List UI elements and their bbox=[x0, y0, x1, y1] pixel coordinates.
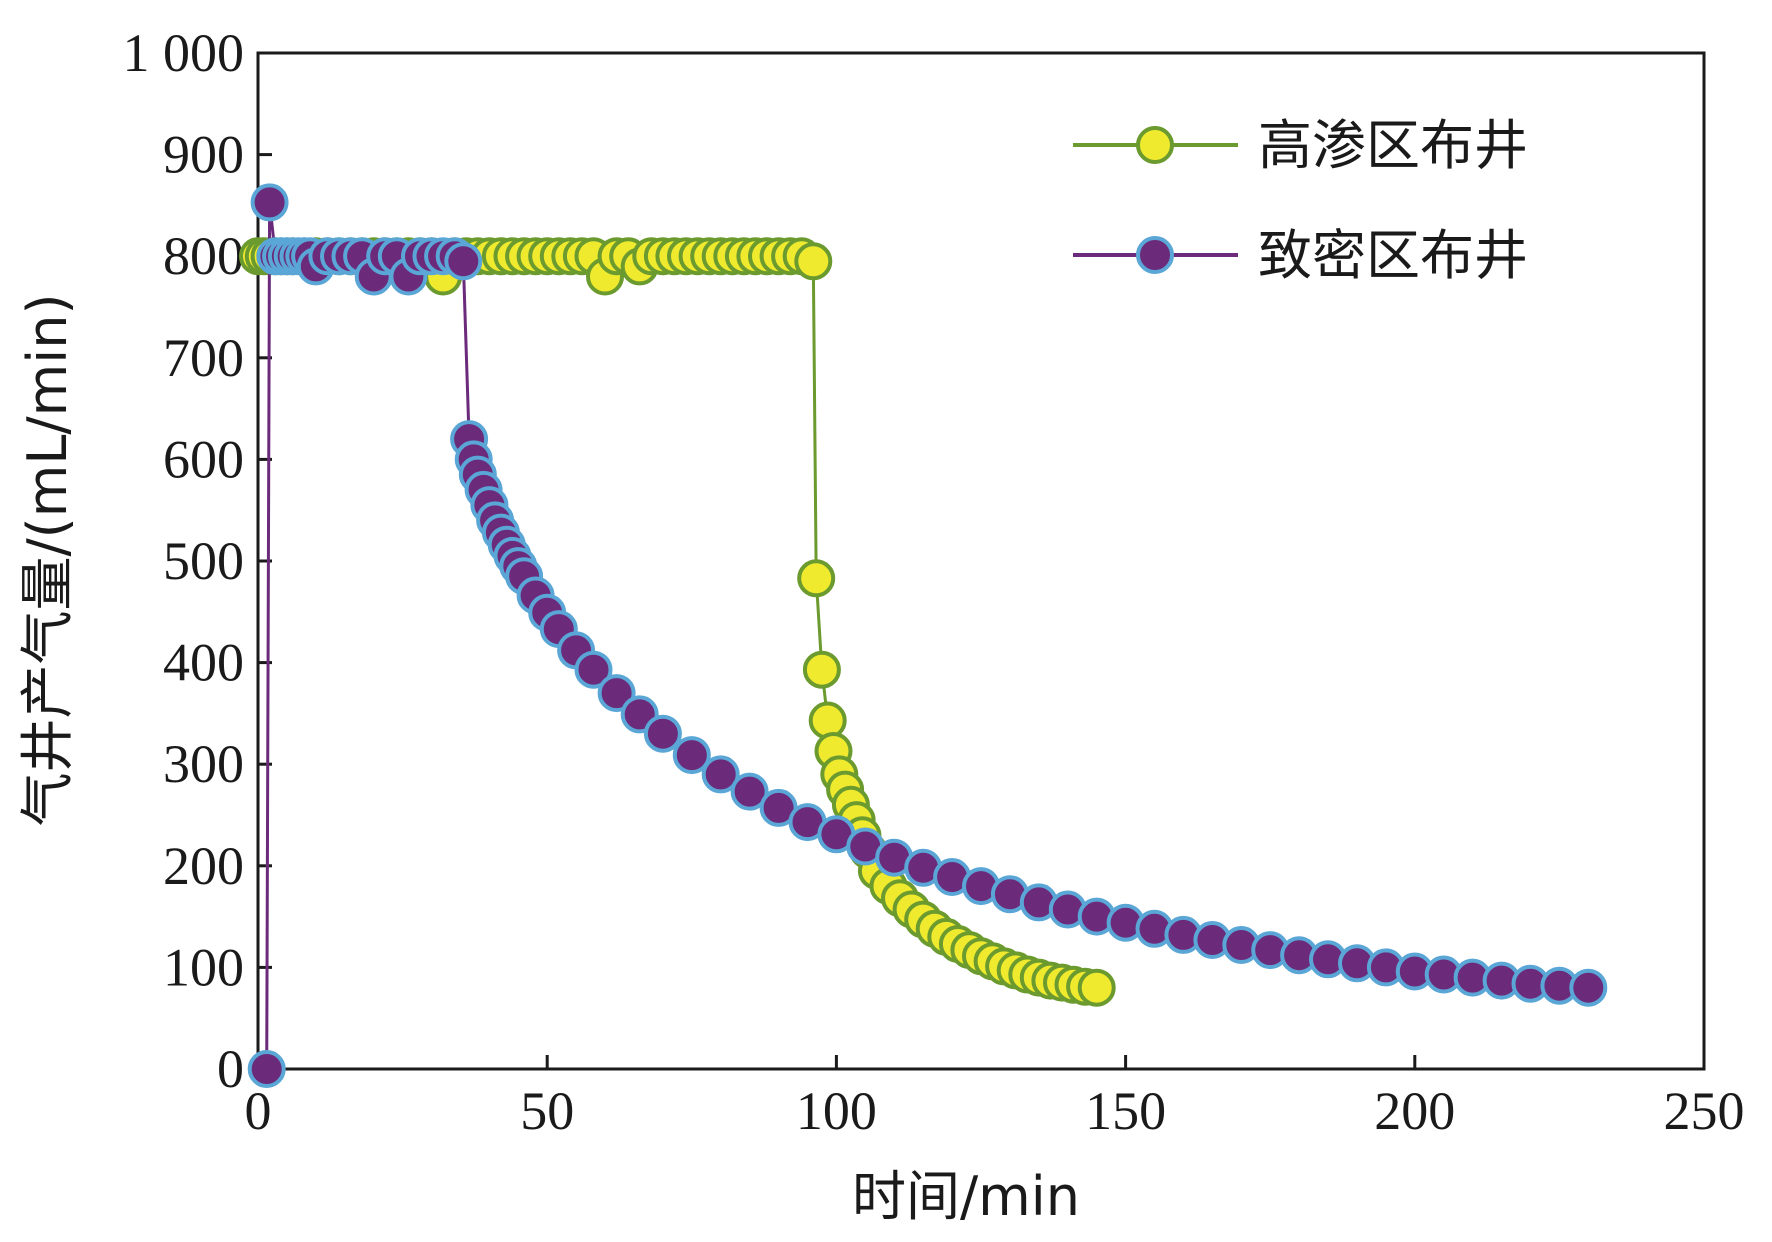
legend-marker bbox=[1136, 126, 1174, 164]
y-axis-title: 气井产气量/(mL/min) bbox=[16, 293, 79, 826]
y-tick-label: 200 bbox=[163, 836, 244, 896]
y-tick-label: 800 bbox=[163, 226, 244, 286]
y-tick-label: 100 bbox=[163, 937, 244, 997]
high-permeability-well-point bbox=[1077, 968, 1116, 1007]
x-axis-title: 时间/min bbox=[852, 1165, 1080, 1228]
legend-item-tight-zone-well: 致密区布井 bbox=[1073, 224, 1528, 287]
tight-zone-well-point bbox=[444, 242, 483, 281]
y-tick-label: 1 000 bbox=[123, 23, 245, 83]
x-tick-label: 250 bbox=[1664, 1081, 1745, 1141]
legend-marker bbox=[1136, 236, 1174, 274]
y-tick-label: 600 bbox=[163, 429, 244, 489]
plot-area bbox=[256, 51, 1706, 1071]
x-tick-label: 150 bbox=[1085, 1081, 1166, 1141]
y-tick-label: 0 bbox=[217, 1039, 244, 1099]
y-tick-label: 900 bbox=[163, 125, 244, 185]
y-axis-ticks: 0 100 200 300 400 500 600 700 800 900 1 000 bbox=[123, 23, 272, 1099]
tight-zone-well-point bbox=[597, 674, 636, 713]
tight-zone-well-point bbox=[672, 736, 711, 775]
y-tick-label: 700 bbox=[163, 328, 244, 388]
tight-zone-well-point bbox=[730, 772, 769, 811]
tight-zone-well-point bbox=[701, 755, 740, 794]
legend-item-high-permeability-well: 高渗区布井 bbox=[1073, 114, 1528, 177]
tight-zone-well-series bbox=[247, 183, 1608, 1088]
tight-zone-well-point bbox=[574, 650, 613, 689]
high-permeability-well-point bbox=[802, 650, 841, 689]
x-tick-label: 200 bbox=[1374, 1081, 1455, 1141]
y-tick-label: 400 bbox=[163, 633, 244, 693]
tight-zone-well-point bbox=[247, 1050, 286, 1088]
y-tick-label: 500 bbox=[163, 531, 244, 591]
y-tick-label: 300 bbox=[163, 734, 244, 794]
tight-zone-well-point bbox=[250, 183, 289, 222]
x-axis-ticks: 0 50 100 150 200 250 bbox=[245, 1055, 1745, 1141]
x-tick-label: 0 bbox=[245, 1081, 272, 1141]
tight-zone-well-point bbox=[643, 714, 682, 753]
tight-zone-well-point bbox=[1569, 968, 1608, 1007]
high-permeability-well-point bbox=[797, 559, 836, 598]
x-tick-label: 100 bbox=[796, 1081, 877, 1141]
legend-label: 高渗区布井 bbox=[1258, 114, 1528, 177]
series-layer bbox=[239, 183, 1608, 1088]
high-permeability-well-point bbox=[794, 242, 833, 281]
high-permeability-well-point bbox=[808, 701, 847, 740]
x-tick-label: 50 bbox=[520, 1081, 574, 1141]
legend-label: 致密区布井 bbox=[1258, 224, 1528, 287]
